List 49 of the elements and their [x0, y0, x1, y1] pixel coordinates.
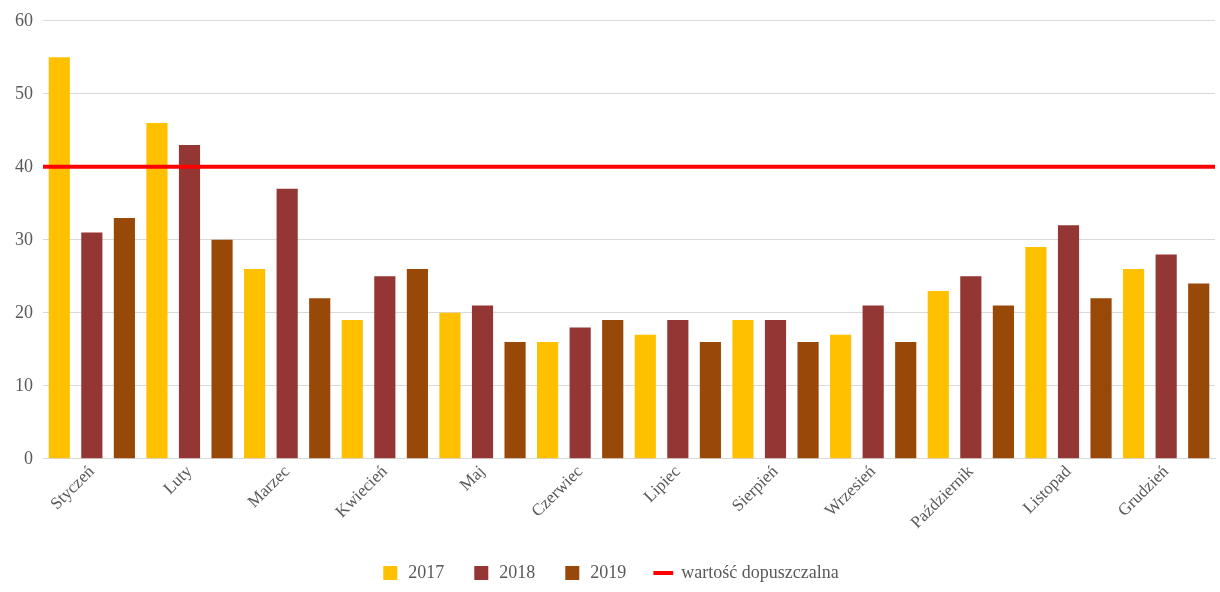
bar [341, 320, 363, 459]
bar [1188, 283, 1210, 459]
bar [113, 217, 135, 459]
bar [309, 298, 331, 459]
y-tick-label: 0 [24, 447, 33, 468]
y-tick-label: 40 [15, 155, 33, 176]
bar [81, 232, 103, 459]
bar [797, 342, 819, 459]
bar [1025, 247, 1047, 459]
legend-label: 2019 [590, 561, 627, 582]
bar [439, 312, 461, 459]
y-tick-label: 30 [15, 228, 33, 249]
bar [895, 342, 917, 459]
bar [1090, 298, 1112, 459]
bar [602, 320, 624, 459]
y-tick-label: 20 [15, 301, 33, 322]
bar [244, 269, 266, 459]
bar [732, 320, 754, 459]
bar [667, 320, 689, 459]
bar [537, 342, 559, 459]
y-tick-label: 50 [15, 82, 33, 103]
bar [504, 342, 526, 459]
bar [1123, 269, 1145, 459]
legend-label: 2017 [408, 561, 445, 582]
bar [927, 290, 949, 459]
bar [471, 305, 494, 459]
x-tick-label: Luty [159, 461, 196, 498]
bar [764, 320, 787, 459]
bar [634, 334, 656, 459]
legend-label: 2018 [499, 561, 536, 582]
bar [862, 305, 884, 459]
bar [992, 305, 1014, 459]
bar [830, 334, 852, 459]
y-tick-label: 60 [15, 9, 33, 30]
bar [374, 276, 396, 459]
bar [960, 276, 982, 459]
bar [1057, 225, 1080, 459]
legend-label: wartość dopuszczalna [681, 561, 839, 582]
bar [146, 123, 168, 459]
bar [211, 239, 233, 459]
bar [406, 269, 428, 459]
bar [178, 144, 201, 459]
bar [1155, 254, 1177, 459]
bar [276, 188, 298, 459]
bar [699, 342, 721, 459]
x-tick-label: Maj [455, 461, 489, 495]
bar [48, 57, 70, 459]
y-tick-label: 10 [15, 374, 33, 395]
bar [569, 327, 591, 459]
